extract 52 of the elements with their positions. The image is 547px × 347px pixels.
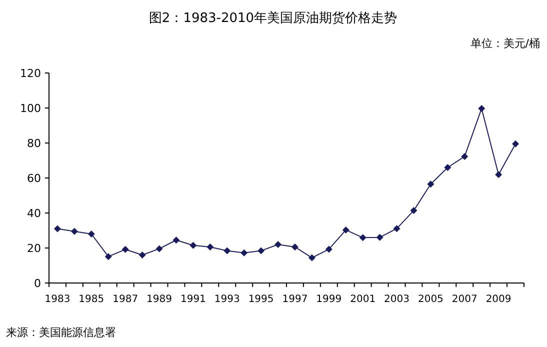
- point: [478, 105, 486, 112]
- x-tick-label: 1995: [248, 294, 274, 305]
- point: [461, 152, 468, 160]
- y-tick-label: 60: [27, 172, 41, 185]
- point: [258, 247, 265, 254]
- y-tick-label: 80: [27, 137, 41, 150]
- point: [393, 225, 400, 232]
- point: [427, 180, 434, 188]
- point: [190, 242, 197, 249]
- point: [224, 247, 231, 254]
- point: [308, 254, 316, 262]
- point: [512, 140, 520, 148]
- point: [410, 207, 418, 214]
- y-tick-label: 100: [20, 102, 41, 115]
- x-tick-label: 1993: [214, 294, 240, 305]
- point: [240, 249, 248, 256]
- point: [138, 252, 146, 258]
- y-tick-label: 120: [20, 67, 41, 80]
- point: [291, 243, 298, 250]
- point: [376, 234, 384, 241]
- x-tick-label: 1999: [316, 294, 342, 305]
- x-tick-label: 1991: [180, 294, 206, 305]
- x-tick-label: 1987: [112, 294, 138, 305]
- point: [88, 230, 95, 238]
- chart-title: 图2：1983-2010年美国原油期货价格走势: [148, 10, 398, 26]
- point: [156, 245, 163, 252]
- point: [122, 246, 129, 253]
- y-tick-label: 0: [34, 277, 41, 290]
- point: [444, 164, 452, 171]
- x-tick-label: 2007: [452, 294, 478, 305]
- point: [172, 236, 180, 244]
- y-tick-label: 40: [27, 207, 41, 220]
- point: [495, 171, 502, 178]
- x-tick-label: 1989: [146, 294, 172, 305]
- x-tick-label: 2003: [384, 294, 410, 305]
- point: [359, 234, 366, 242]
- point: [206, 243, 214, 250]
- text: 单位：美元/桶: [470, 37, 540, 50]
- x-tick-label: 1985: [78, 294, 104, 305]
- point: [274, 241, 282, 248]
- source-note: 来源：美国能源信息署: [6, 326, 116, 339]
- point: [70, 228, 78, 235]
- x-tick-label: 2001: [350, 294, 376, 305]
- x-tick-label: 1983: [44, 294, 70, 305]
- point: [325, 246, 332, 253]
- point: [104, 253, 112, 260]
- point: [342, 226, 350, 234]
- x-tick-label: 1997: [282, 294, 308, 305]
- x-tick-label: 2009: [486, 294, 512, 305]
- point: [54, 225, 61, 232]
- x-tick-label: 2005: [418, 294, 444, 305]
- y-tick-label: 20: [27, 242, 41, 255]
